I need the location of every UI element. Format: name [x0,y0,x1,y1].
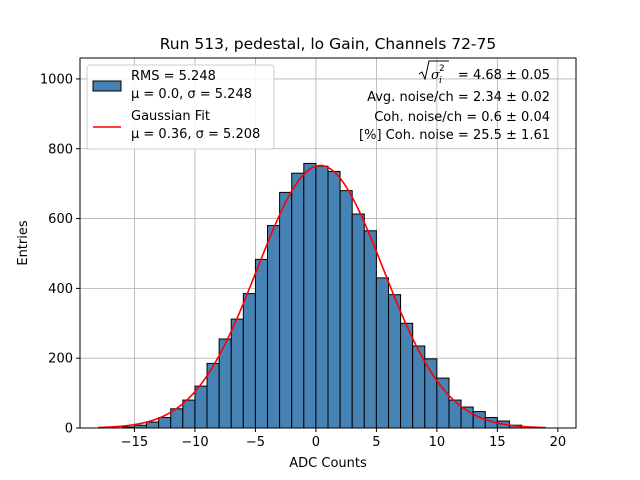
histogram-bar [436,377,450,429]
y-tick-label: 0 [65,422,73,437]
histogram-bars [121,162,523,429]
histogram-bar [400,322,414,429]
chart-title: Run 513, pedestal, lo Gain, Channels 72-… [160,35,497,53]
histogram-bar [363,230,377,429]
y-ticks: 0 200 400 600 800 1000 [40,72,80,437]
legend: RMS = 5.248 μ = 0.0, σ = 5.248 Gaussian … [86,64,275,150]
svg-text:2: 2 [439,64,445,74]
coh-noise-annotation: Coh. noise/ch = 0.6 ± 0.04 [374,110,550,125]
avg-noise-annotation: Avg. noise/ch = 2.34 ± 0.02 [367,90,550,105]
y-tick-label: 800 [48,142,73,157]
noise-annotations: σ i 2 = 4.68 ± 0.05 Avg. noise/ch = 2.34… [359,60,550,143]
histogram-bar [242,293,256,429]
x-axis-label: ADC Counts [289,456,367,471]
legend-histogram-label-line1: RMS = 5.248 [131,69,216,84]
histogram-bar [158,417,172,429]
histogram-bar [146,421,160,429]
histogram-bar [254,258,269,429]
x-tick-label: 10 [429,435,446,450]
x-tick-label: −5 [246,435,265,450]
y-tick-label: 600 [48,212,73,227]
histogram-bar [472,411,486,429]
y-axis-label: Entries [16,220,31,266]
histogram-bar [267,225,281,429]
histogram-bar [303,162,317,429]
legend-box [86,64,275,150]
y-tick-label: 200 [48,352,73,367]
plot-frame [79,57,577,429]
histogram-bar [327,170,341,429]
y-tick-label: 400 [48,282,73,297]
legend-fit-label-line1: Gaussian Fit [131,109,210,124]
x-ticks: −15 −10 −5 0 5 10 15 20 [121,428,566,450]
histogram-bar [424,358,438,429]
histogram-bar [351,213,365,429]
x-tick-label: 5 [372,435,380,450]
histogram-bar [182,399,196,429]
histogram-bar [291,172,305,429]
x-tick-label: 20 [550,435,567,450]
legend-histogram-swatch [92,80,122,92]
x-tick-label: −15 [121,435,148,450]
x-tick-label: −10 [181,435,208,450]
histogram-bar [339,190,353,429]
histogram-bar [194,385,208,429]
svg-text:i: i [439,76,442,86]
x-tick-label: 15 [489,435,506,450]
gaussian-fit-curve [98,164,546,429]
x-tick-label: 0 [312,435,320,450]
coh-percent-annotation: [%] Coh. noise = 25.5 ± 1.61 [359,128,550,143]
sqrt-sigma-symbol: σ i 2 [418,60,449,86]
legend-histogram-label-line2: μ = 0.0, σ = 5.248 [131,87,252,102]
histogram-bar [375,277,389,429]
svg-text:σ: σ [431,68,441,83]
legend-fit-label-line2: μ = 0.36, σ = 5.208 [131,127,260,142]
histogram-bar [387,294,402,429]
histogram-bar [315,165,329,429]
histogram-bar [230,318,244,429]
sigma-i2-value: = 4.68 ± 0.05 [458,68,550,83]
y-tick-label: 1000 [40,72,73,87]
histogram-bar [279,191,293,429]
